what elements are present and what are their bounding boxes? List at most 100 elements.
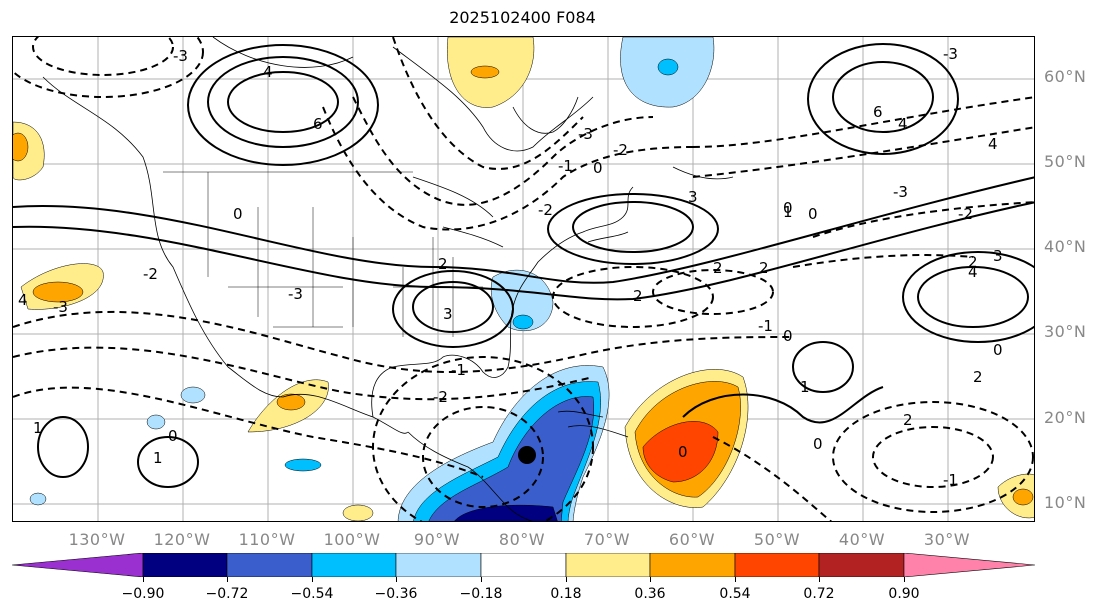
colorbar-tick-label: 0.54 [719,586,751,602]
lon-label-30w: 30°W [923,530,971,549]
lat-label-40n: 40°N [1044,237,1087,256]
coastlines [42,37,734,521]
colorbar-tick-label: 0.90 [888,586,920,602]
solid-contours [13,43,1034,488]
colorbar-segment [395,553,482,577]
colorbar-tick-label: 0.36 [634,586,666,602]
colorbar-tick-label: −0.72 [205,586,249,602]
colorbar-tickmark [227,577,228,582]
contour-label: 4 [968,263,978,281]
lat-label-20n: 20°N [1044,408,1087,427]
contour-label: -1 [758,317,773,335]
dashed-contours [13,37,1034,521]
contour-label: 2 [759,259,769,277]
colorbar-tickmark [143,577,144,582]
contour-label: 0 [168,427,178,445]
shading [13,37,1034,521]
contour-label: 4 [18,291,28,309]
contour-label: -3 [53,298,68,316]
colorbar-segment [649,553,736,577]
map-panel[interactable]: -3 4 6 -3 -2 6 4 -3 4 1 -3 -2 2 4 3 2 0 … [12,36,1035,522]
colorbar-segment [734,553,820,577]
contour-label: -1 [558,157,573,175]
contour-label: 3 [688,188,698,206]
colorbar-tickmark [312,577,313,582]
lat-label-10n: 10°N [1044,493,1087,512]
colorbar-segment [226,553,313,577]
contour-label: -1 [451,361,466,379]
colorbar-tick-label: −0.36 [374,586,418,602]
contour-label: 3 [993,247,1003,265]
map-title: 2025102400 F084 [449,8,596,27]
contour-label: -2 [538,201,553,219]
lon-label-120w: 120°W [153,530,211,549]
colorbar-tickmark [481,577,482,582]
lon-label-60w: 60°W [668,530,716,549]
contour-label: 0 [593,159,603,177]
lon-label-40w: 40°W [838,530,886,549]
lon-label-90w: 90°W [413,530,461,549]
contour-label: 3 [443,305,453,323]
colorbar-segment [142,553,228,577]
colorbar-tick-label: −0.90 [121,586,165,602]
lon-label-130w: 130°W [68,530,126,549]
contour-label: 4 [898,115,908,133]
colorbar-tickmark [566,577,567,582]
contour-label: 2 [973,368,983,386]
map-svg: -3 4 6 -3 -2 6 4 -3 4 1 -3 -2 2 4 3 2 0 … [13,37,1034,521]
colorbar-under-arrow [12,553,144,577]
colorbar-over-arrow [903,553,1035,577]
contour-label: 6 [313,115,323,133]
contour-label: -3 [173,47,188,65]
contour-label: 4 [263,63,273,81]
contour-label: 2 [903,411,913,429]
contour-labels: -3 4 6 -3 -2 6 4 -3 4 1 -3 -2 2 4 3 2 0 … [18,45,1003,489]
colorbar-tickmark [396,577,397,582]
contour-label: 0 [233,205,243,223]
contour-label: 0 [813,435,823,453]
colorbar-tickmark [735,577,736,582]
lat-label-30n: 30°N [1044,322,1087,341]
colorbar-tick-label: −0.18 [459,586,503,602]
lat-label-60n: 60°N [1044,67,1087,86]
state-borders [163,171,483,337]
lon-label-80w: 80°W [498,530,546,549]
contour-label: -3 [943,45,958,63]
contour-label: 1 [783,203,793,221]
contour-label: 2 [633,287,643,305]
colorbar-tickmark [819,577,820,582]
contour-label: 0 [993,341,1003,359]
colorbar-tickmark [904,577,905,582]
contour-label: 4 [988,135,998,153]
lon-label-100w: 100°W [323,530,381,549]
contour-label: 2 [438,255,448,273]
contour-label: 0 [783,199,793,217]
colorbar-tick-label: −0.54 [290,586,334,602]
lon-label-70w: 70°W [583,530,631,549]
contour-label: 0 [783,327,793,345]
contour-label: 0 [678,443,688,461]
storm-center-dot[interactable] [518,446,536,464]
colorbar-tick-label: 0.72 [803,586,835,602]
colorbar [12,553,1035,577]
contour-label: 0 [808,205,818,223]
contour-label: -2 [958,205,973,223]
contour-label: -2 [143,265,158,283]
colorbar-segment [818,553,905,577]
lon-label-110w: 110°W [238,530,296,549]
contour-label: -2 [613,141,628,159]
colorbar-segment [480,553,567,577]
contour-label: -2 [433,388,448,406]
contour-label: 1 [800,378,810,396]
contour-label: 1 [153,449,163,467]
contour-label: -3 [288,285,303,303]
colorbar-tickmark [650,577,651,582]
contour-label: 1 [33,419,43,437]
contour-label: 2 [713,259,723,277]
contour-label: -1 [943,471,958,489]
contour-label: -3 [578,125,593,143]
contour-label: 6 [873,103,883,121]
colorbar-tick-label: 0.18 [550,586,582,602]
contour-label: 2 [968,253,978,271]
lat-label-50n: 50°N [1044,152,1087,171]
